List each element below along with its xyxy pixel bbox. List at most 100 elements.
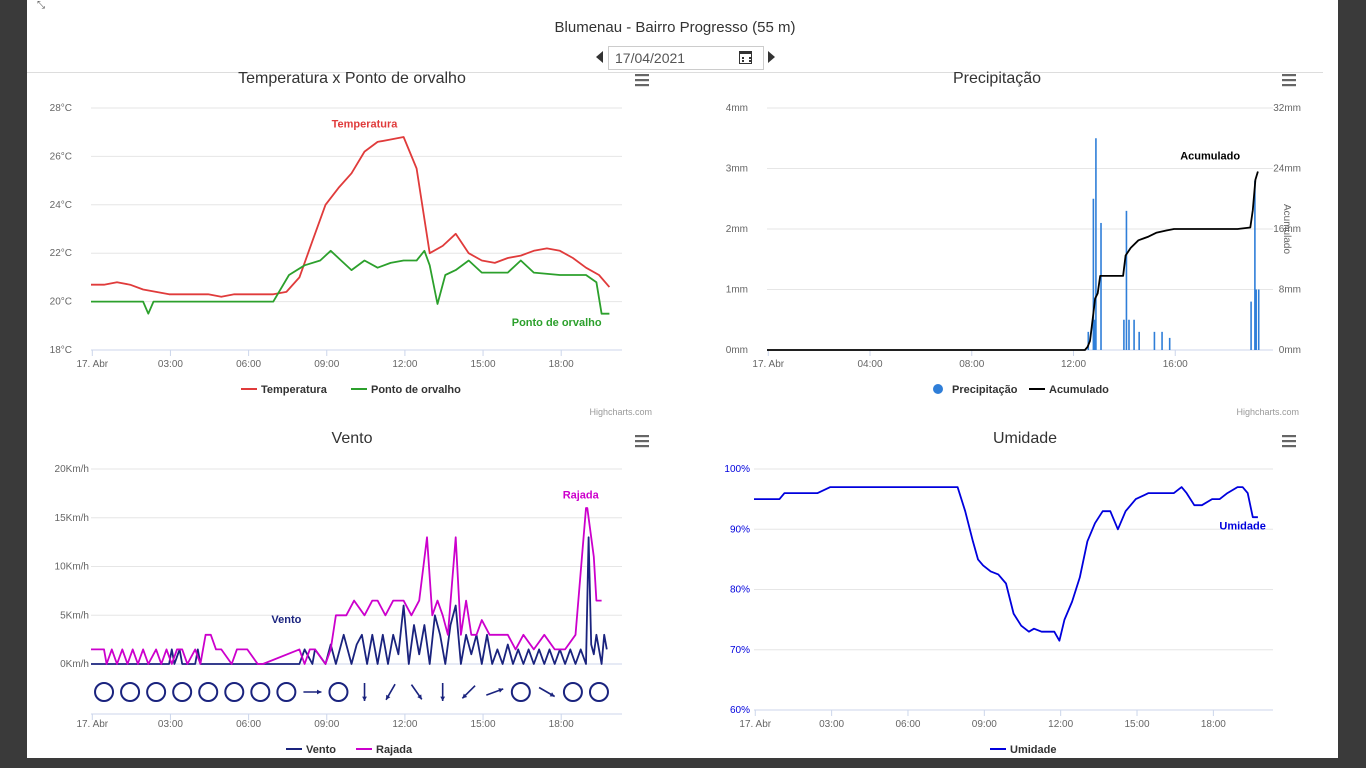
y-tick-label: 2mm — [726, 224, 748, 235]
arrow-head — [362, 696, 367, 701]
y-tick-label: 5Km/h — [60, 610, 89, 621]
series-label: Ponto de orvalho — [512, 317, 602, 329]
wind-calm-marker — [328, 682, 349, 702]
arrow-head — [498, 688, 504, 693]
y-tick-label: 4mm — [726, 103, 748, 114]
chart-title: Vento — [332, 430, 373, 447]
y-tick-label: 70% — [730, 645, 750, 656]
series-line-umidade — [754, 486, 1258, 642]
series-line-vento — [91, 536, 608, 665]
y-tick-label: 26°C — [50, 151, 72, 162]
wind-direction-arrow — [385, 683, 396, 701]
legend-item-vento: Vento — [306, 744, 336, 756]
precipitation-bar — [1254, 180, 1256, 350]
hamburger-menu-icon[interactable] — [631, 70, 653, 90]
wind-direction-arrow — [303, 689, 322, 695]
precipitation-bar — [1100, 222, 1102, 350]
y-tick-label: 18°C — [50, 345, 72, 356]
y2-tick-label: 24mm — [1273, 164, 1301, 175]
wind-calm-marker — [94, 682, 115, 702]
y-tick-label: 10Km/h — [55, 562, 89, 573]
wind-calm-marker — [562, 682, 583, 702]
x-tick-label: 04:00 — [857, 359, 882, 370]
x-tick-label: 06:00 — [236, 359, 261, 370]
precipitation-bar — [1153, 331, 1156, 350]
precipitation-bar — [1133, 319, 1135, 350]
x-tick-label: 17. Abr — [739, 719, 771, 730]
precipitation-bar — [1123, 319, 1125, 350]
chevron-left-icon[interactable] — [596, 51, 603, 63]
x-tick-label: 09:00 — [972, 719, 997, 730]
x-tick-label: 17. Abr — [76, 359, 108, 370]
precipitation-bar — [1255, 289, 1257, 350]
y-tick-label: 24°C — [50, 200, 72, 211]
station-title: Blumenau - Bairro Progresso (55 m) — [554, 19, 796, 36]
hamburger-menu-icon[interactable] — [631, 431, 653, 451]
date-input[interactable]: 17/04/2021 — [608, 46, 764, 70]
x-tick-label: 18:00 — [549, 359, 574, 370]
series-label: Umidade — [1219, 520, 1265, 532]
series-label: Temperatura — [332, 118, 399, 130]
precipitation-bar — [1128, 319, 1130, 350]
y-tick-label: 22°C — [50, 248, 72, 259]
x-tick-label: 15:00 — [1125, 719, 1150, 730]
legend-symbol — [933, 384, 943, 394]
series-line-ponto-de-orvalho — [91, 249, 610, 315]
x-tick-label: 12:00 — [392, 359, 417, 370]
wind-calm-marker — [250, 682, 271, 702]
precipitation-bar — [1095, 138, 1097, 350]
hamburger-menu-icon[interactable] — [1278, 431, 1300, 451]
wind-direction-arrow — [410, 684, 423, 700]
precipitation-bar — [1250, 301, 1252, 350]
precipitation-bar — [1257, 289, 1260, 350]
series-line-temperatura — [91, 136, 611, 298]
legend-item-acumulado: Acumulado — [1049, 384, 1109, 396]
header-divider — [27, 72, 1323, 73]
y-tick-label: 3mm — [726, 164, 748, 175]
y-tick-label: 100% — [724, 464, 750, 475]
y-tick-label: 1mm — [726, 285, 748, 296]
x-tick-label: 17. Abr — [752, 359, 784, 370]
wind-direction-arrow — [362, 683, 367, 701]
precipitation-chart: Precipitação 0mm 1mm 2mm 3mm 4mm 0mm 8mm 16mm 2… — [726, 70, 1301, 417]
y-tick-label: 28°C — [50, 103, 72, 114]
wind-direction-arrow — [486, 688, 504, 696]
wind-calm-marker — [172, 682, 193, 702]
arrow-head — [549, 692, 555, 697]
x-tick-label: 15:00 — [471, 719, 496, 730]
legend-item-temperatura: Temperatura — [261, 384, 328, 396]
series-line-rajada — [91, 507, 602, 665]
wind-calm-marker — [198, 682, 219, 702]
hamburger-menu-icon[interactable] — [1278, 70, 1300, 90]
credits-text[interactable]: Highcharts.com — [1236, 407, 1299, 417]
x-tick-label: 09:00 — [314, 719, 339, 730]
y-tick-label: 90% — [730, 524, 750, 535]
series-label: Rajada — [563, 489, 600, 501]
arrow-head — [440, 696, 446, 701]
shrink-icon[interactable]: ⤡ — [37, 0, 45, 11]
x-tick-label: 12:00 — [1061, 359, 1086, 370]
y-tick-label: 0Km/h — [60, 659, 89, 670]
legend-item-umidade: Umidade — [1010, 744, 1056, 756]
humidity-chart: Umidade 60% 70% 80% 90% 100% 17. Abr 03:00 06:… — [724, 430, 1300, 756]
wind-calm-marker — [120, 682, 141, 702]
x-tick-label: 08:00 — [959, 359, 984, 370]
precipitation-bar — [1138, 331, 1140, 350]
x-tick-label: 15:00 — [471, 359, 496, 370]
series-label: Vento — [271, 614, 301, 626]
wind-calm-marker — [224, 682, 245, 702]
legend-item-ponto-de-orvalho: Ponto de orvalho — [371, 384, 461, 396]
legend-item-precipitação: Precipitação — [952, 384, 1018, 396]
y2-axis-title: Acumulado — [1281, 204, 1292, 254]
wind-direction-arrow — [461, 685, 476, 699]
credits-text[interactable]: Highcharts.com — [589, 407, 652, 417]
precipitation-bar — [1168, 337, 1171, 350]
precipitation-bar — [1093, 319, 1096, 350]
precipitation-bar — [1125, 210, 1128, 350]
wind-direction-arrow — [538, 686, 556, 698]
app-window: Blumenau - Bairro Progresso (55 m) 17/04… — [27, 0, 1338, 758]
calendar-icon[interactable] — [739, 51, 752, 64]
x-tick-label: 06:00 — [895, 719, 920, 730]
chevron-right-icon[interactable] — [768, 51, 775, 63]
precipitation-bar — [1092, 198, 1095, 350]
